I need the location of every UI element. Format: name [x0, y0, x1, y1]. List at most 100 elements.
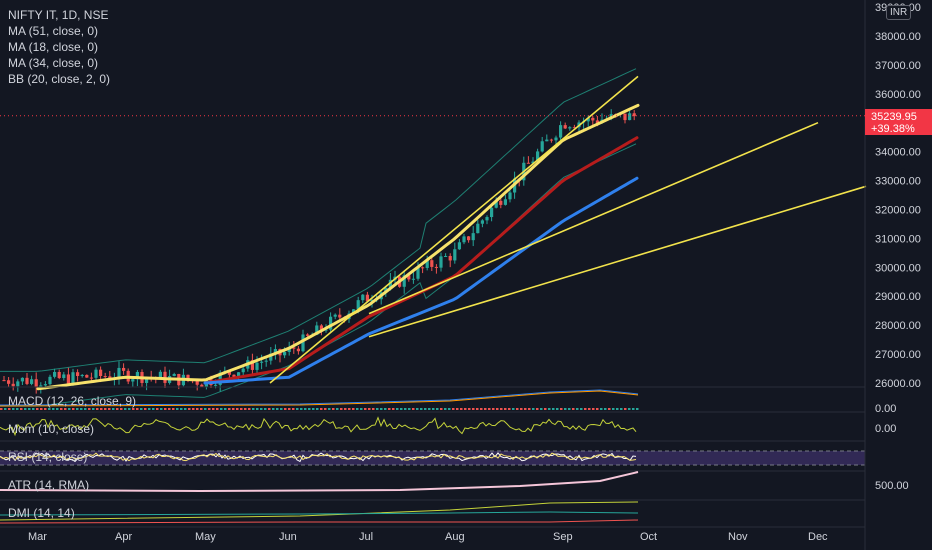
atr-line — [0, 471, 639, 493]
macd-histogram-bar — [448, 408, 451, 410]
currency-badge[interactable]: INR — [886, 5, 912, 20]
macd-histogram-bar — [428, 408, 431, 410]
macd-histogram-bar — [200, 408, 203, 410]
macd-histogram-bar — [604, 408, 607, 410]
macd-histogram-bar — [168, 408, 171, 410]
macd-histogram-bar — [404, 408, 407, 410]
macd-histogram-bar — [460, 408, 463, 410]
macd-histogram-bar — [52, 408, 55, 410]
candle — [48, 376, 52, 385]
macd-histogram-bar — [316, 408, 319, 410]
candle — [365, 294, 369, 302]
macd-histogram-bar — [240, 408, 243, 410]
macd-histogram-bar — [628, 408, 631, 410]
macd-histogram-bar — [176, 408, 179, 410]
macd-histogram-bar — [336, 408, 339, 410]
candle — [416, 267, 420, 279]
macd-histogram-bar — [616, 408, 619, 410]
mom-label[interactable]: Mom (10, close) — [8, 422, 95, 436]
ma18-label[interactable]: MA (18, close, 0) — [8, 40, 99, 54]
macd-histogram-bar — [120, 408, 123, 410]
macd-histogram-bar — [508, 408, 511, 410]
macd-histogram-bar — [612, 408, 615, 410]
candle — [421, 267, 425, 269]
macd-histogram-bar — [320, 408, 323, 410]
ma51-label[interactable]: MA (51, close, 0) — [8, 24, 99, 38]
macd-histogram-bar — [220, 408, 223, 410]
candle — [549, 139, 553, 141]
candle — [457, 242, 461, 250]
price-tick-label: 38000.00 — [875, 31, 921, 43]
price-tick-label: 28000.00 — [875, 320, 921, 332]
macd-histogram-bar — [360, 408, 363, 410]
candle — [66, 374, 70, 385]
macd-histogram-bar — [364, 408, 367, 410]
macd-histogram-bar — [224, 408, 227, 410]
candle — [490, 207, 494, 218]
candle — [89, 377, 93, 379]
candle — [25, 377, 29, 384]
candle — [352, 309, 356, 314]
macd-histogram-bar — [468, 408, 471, 410]
candle — [269, 353, 273, 361]
candle — [241, 368, 245, 373]
macd-histogram-bar — [276, 408, 279, 410]
symbol-title[interactable]: NIFTY IT, 1D, NSE — [8, 8, 109, 22]
bb-label[interactable]: BB (20, close, 2, 0) — [8, 72, 111, 86]
macd-histogram-bar — [300, 408, 303, 410]
macd-histogram-bar — [48, 408, 51, 410]
candle — [43, 384, 47, 386]
macd-histogram-bar — [260, 408, 263, 410]
dmi-label[interactable]: DMI (14, 14) — [8, 506, 75, 520]
macd-histogram-bar — [304, 408, 307, 410]
bb-upper — [0, 68, 637, 372]
moving-averages — [36, 103, 640, 391]
macd-histogram-bar — [60, 408, 63, 410]
ma51-line — [203, 176, 639, 385]
macd-histogram-bar — [376, 408, 379, 410]
macd-histogram-bar — [128, 408, 131, 410]
candle — [103, 376, 107, 378]
macd-histogram-bar — [592, 408, 595, 410]
macd-histogram-bar — [636, 408, 639, 410]
candle — [485, 217, 489, 221]
candle — [632, 113, 636, 117]
macd-histogram-bar — [328, 408, 331, 410]
rsi-label[interactable]: RSI (14, close) — [8, 450, 88, 464]
macd-label[interactable]: MACD (12, 26, close, 9) — [8, 394, 137, 408]
candle — [292, 347, 296, 349]
macd-histogram-bar — [292, 408, 295, 410]
candle — [494, 200, 498, 208]
macd-histogram-bar — [552, 408, 555, 410]
last-price: 35239.95 — [871, 111, 917, 123]
macd-histogram-bar — [568, 408, 571, 410]
candle — [34, 379, 38, 387]
macd-histogram-bar — [64, 408, 67, 410]
macd-histogram-bar — [580, 408, 583, 410]
macd-histogram-bar — [8, 408, 11, 410]
macd-histogram-bar — [208, 408, 211, 410]
time-tick-label: Nov — [728, 531, 748, 543]
candle — [531, 161, 535, 164]
macd-histogram-bar — [392, 408, 395, 410]
macd-histogram-bar — [332, 408, 335, 410]
candle — [471, 233, 475, 241]
dmi-plus-line — [0, 511, 639, 516]
candle — [444, 255, 448, 257]
macd-histogram-bar — [288, 408, 291, 410]
candle — [57, 371, 61, 379]
macd-histogram-bar — [32, 408, 35, 410]
macd-histogram-bar — [480, 408, 483, 410]
trendlines — [269, 75, 867, 384]
candle — [186, 374, 190, 381]
candle — [526, 162, 530, 164]
macd-histogram-bar — [244, 408, 247, 410]
atr-label[interactable]: ATR (14, RMA) — [8, 478, 90, 492]
macd-histogram-bar — [152, 408, 155, 410]
ma34-label[interactable]: MA (34, close, 0) — [8, 56, 99, 70]
macd-histogram-bar — [380, 408, 383, 410]
macd-histogram-bar — [456, 408, 459, 410]
macd-histogram-bar — [16, 408, 19, 410]
macd-histogram-bar — [184, 408, 187, 410]
